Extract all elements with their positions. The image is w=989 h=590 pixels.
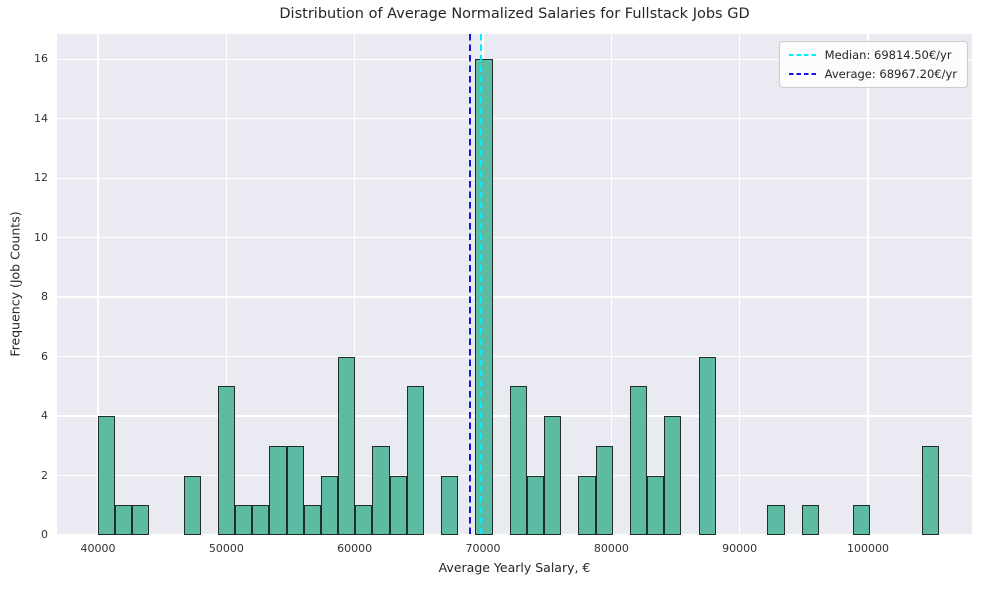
x-tick-40000: 40000 [80,542,116,555]
gridline-x-90000 [738,34,741,535]
histogram-bar [578,475,596,535]
x-tick-80000: 80000 [593,542,629,555]
gridline-y-8 [57,296,972,298]
gridline-y-14 [57,118,972,120]
y-axis-label: Frequency (Job Counts) [7,211,23,357]
histogram-bar [252,505,270,535]
legend-item-average: Average: 68967.20€/yr [788,67,957,81]
y-tick-4: 4 [41,409,48,423]
plot-area: Median: 69814.50€/yr Average: 68967.20€/… [57,34,972,536]
legend: Median: 69814.50€/yr Average: 68967.20€/… [778,41,968,88]
x-axis-label: Average Yearly Salary, € [438,560,591,575]
histogram-bar [97,416,115,535]
y-tick-12: 12 [34,171,48,185]
x-tick-50000: 50000 [208,542,244,555]
gridline-y-16 [57,58,972,60]
y-tick-16: 16 [34,52,48,66]
x-tick-60000: 60000 [337,542,373,555]
gridline-x-50000 [225,34,228,535]
histogram-bar [338,356,356,535]
histogram-bar [801,505,819,535]
gridline-x-40000 [97,34,99,535]
median-line [479,34,482,535]
x-tick-70000: 70000 [465,542,501,555]
gridline-x-80000 [610,34,613,535]
histogram-bar [629,386,648,535]
histogram-bar [114,505,132,535]
histogram-bar [320,475,339,535]
histogram-bar [269,445,287,535]
legend-item-median: Median: 69814.50€/yr [788,48,957,62]
gridline-x-60000 [353,34,356,535]
y-tick-2: 2 [41,468,48,482]
histogram-bar [509,386,527,535]
histogram-bar [441,475,459,535]
gridline-y-10 [57,236,972,239]
histogram-bar [217,386,236,535]
bars-layer [57,34,972,535]
y-tick-0: 0 [41,528,48,541]
histogram-bar [183,475,201,535]
histogram-bar [303,505,321,535]
histogram-bar [921,445,940,535]
histogram-bar [389,475,407,535]
histogram-bar [647,475,665,535]
x-tick-90000: 90000 [722,542,758,555]
stat-lines-layer [57,34,972,535]
average-dashed-line-swatch [788,73,816,75]
y-tick-14: 14 [34,111,48,125]
histogram-bar [526,475,545,535]
chart-title: Distribution of Average Normalized Salar… [279,6,750,22]
histogram-bar [595,445,613,535]
histogram-bar [544,416,562,535]
histogram-bar [767,505,785,535]
median-dashed-line-swatch [788,54,816,56]
histogram-bar [406,386,424,535]
gridline-y-6 [57,355,972,358]
histogram-bar [372,445,390,535]
histogram-bar [286,445,304,535]
x-tick-100000: 100000 [847,542,890,555]
histogram-bar [853,505,871,535]
legend-label-average: Average: 68967.20€/yr [824,67,957,81]
histogram-bar [355,505,373,535]
gridline-x-100000 [867,34,869,535]
histogram-bar [698,356,716,535]
histogram-bar [235,505,253,535]
average-line [468,34,471,535]
legend-label-median: Median: 69814.50€/yr [824,48,952,62]
gridline-y-12 [57,177,972,179]
histogram-bar [132,505,150,535]
histogram-bar [664,416,682,535]
